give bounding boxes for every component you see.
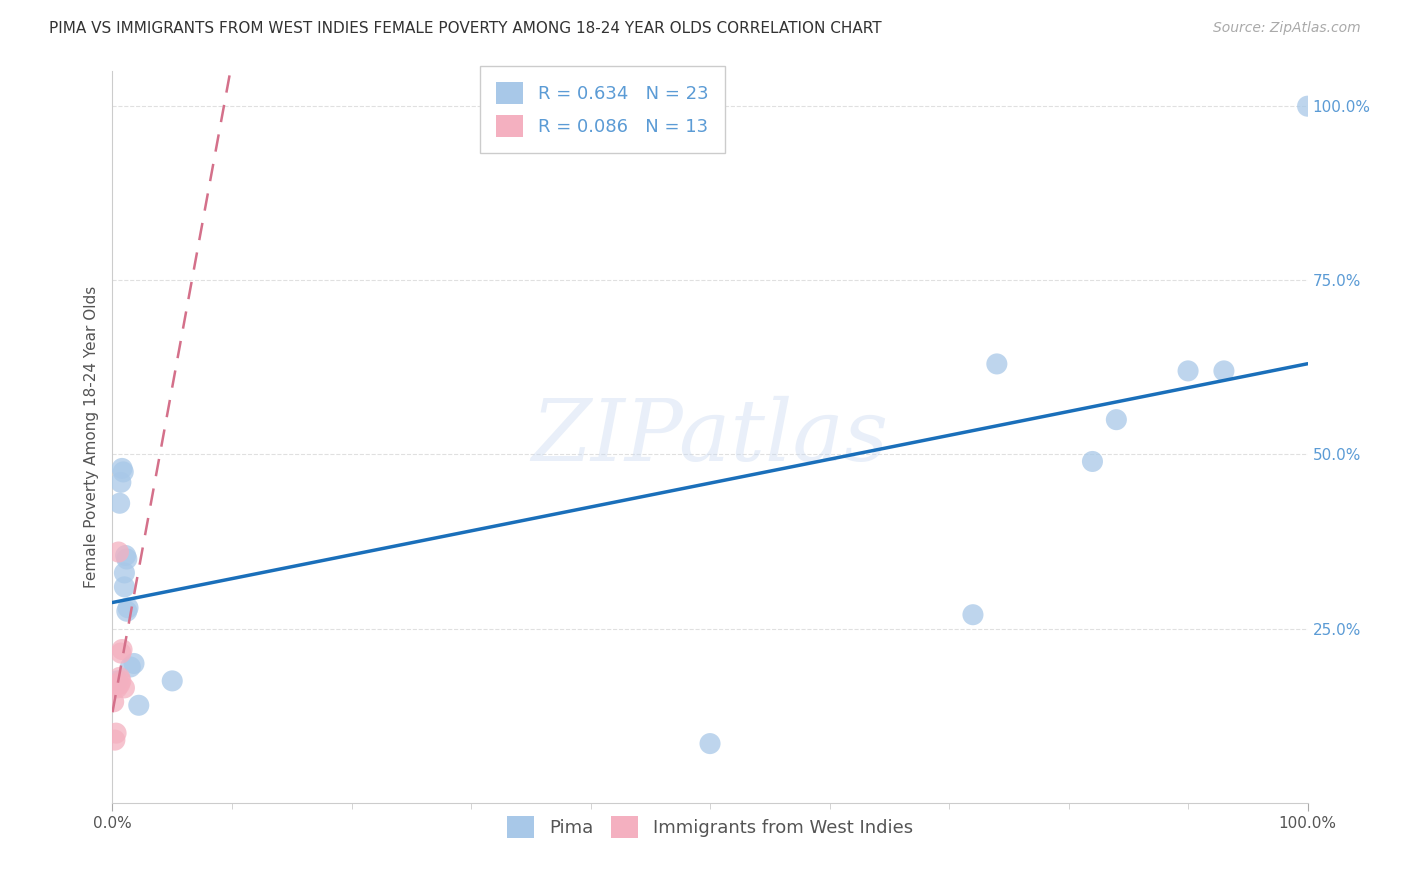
Point <box>117 600 139 615</box>
Point <box>122 657 145 671</box>
Point <box>1296 99 1319 113</box>
Point <box>105 726 128 740</box>
Point <box>128 698 150 713</box>
Point <box>1081 454 1104 468</box>
Y-axis label: Female Poverty Among 18-24 Year Olds: Female Poverty Among 18-24 Year Olds <box>83 286 98 588</box>
Point <box>105 673 128 688</box>
Point <box>104 733 127 747</box>
Point <box>105 681 128 695</box>
Text: Source: ZipAtlas.com: Source: ZipAtlas.com <box>1213 21 1361 35</box>
Text: PIMA VS IMMIGRANTS FROM WEST INDIES FEMALE POVERTY AMONG 18-24 YEAR OLDS CORRELA: PIMA VS IMMIGRANTS FROM WEST INDIES FEMA… <box>49 21 882 36</box>
Point <box>108 670 131 684</box>
Point <box>103 695 125 709</box>
Point <box>115 604 138 618</box>
Point <box>986 357 1008 371</box>
Legend: Pima, Immigrants from West Indies: Pima, Immigrants from West Indies <box>501 808 920 845</box>
Point <box>111 461 134 475</box>
Point <box>107 545 129 559</box>
Point <box>112 465 135 479</box>
Point <box>1105 412 1128 426</box>
Point <box>114 566 135 580</box>
Point <box>108 677 131 691</box>
Point <box>120 660 142 674</box>
Point <box>111 642 134 657</box>
Point <box>105 677 128 691</box>
Point <box>110 673 132 688</box>
Point <box>114 681 135 695</box>
Point <box>108 496 131 510</box>
Point <box>699 737 721 751</box>
Point <box>114 549 136 563</box>
Point <box>114 580 135 594</box>
Text: ZIPatlas: ZIPatlas <box>531 396 889 478</box>
Point <box>962 607 984 622</box>
Point <box>162 673 183 688</box>
Point <box>1177 364 1199 378</box>
Point <box>107 677 129 691</box>
Point <box>1213 364 1236 378</box>
Point <box>110 646 132 660</box>
Point <box>110 475 132 490</box>
Point <box>115 552 138 566</box>
